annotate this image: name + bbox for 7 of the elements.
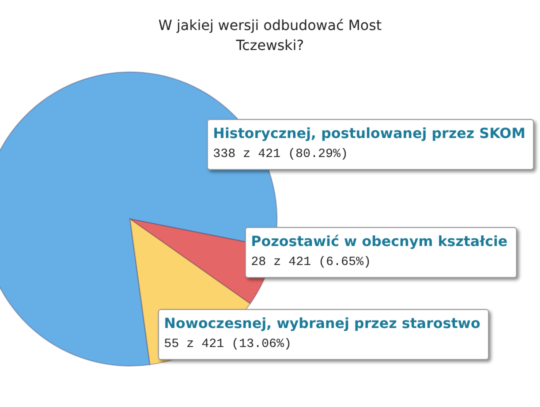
data-label: 55 z 421 (13.06%) (164, 336, 293, 353)
data-label: 338 z 421 (80.29%) (213, 146, 350, 163)
data-label: 28 z 421 (6.65%) (251, 254, 372, 271)
slice-label: Historycznej, postulowanej przez SKOM (213, 125, 526, 144)
slice-label: Pozostawić w obecnym kształcie (251, 233, 508, 252)
chart-title: W jakiej wersji odbudować Most Tczewski? (157, 17, 383, 56)
slice-label: Nowoczesnej, wybranej przez starostwo (164, 315, 480, 334)
